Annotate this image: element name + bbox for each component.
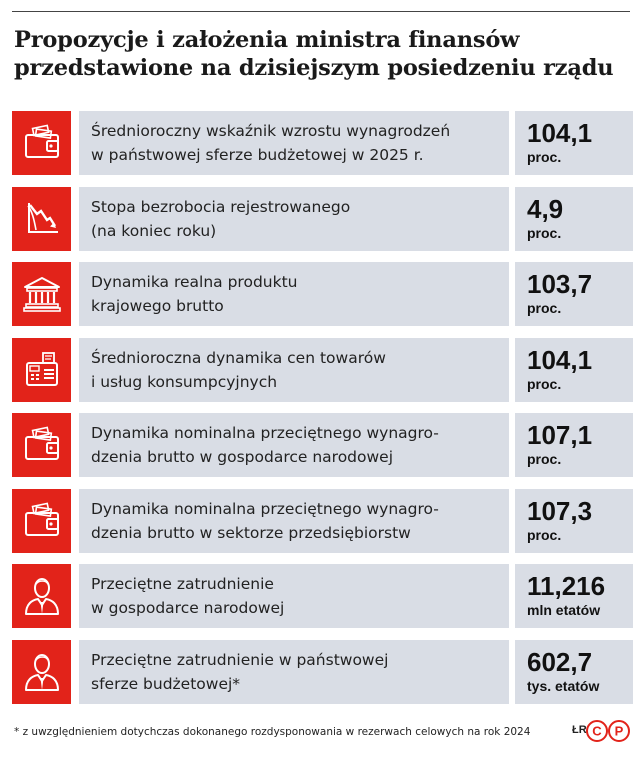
row-description: Dynamika realna produktu krajowego brutto (91, 270, 501, 318)
row-icon-box (12, 262, 71, 326)
row-value: 104,1 (527, 344, 593, 375)
row-value: 104,1 (527, 118, 593, 148)
row-description: Średnioroczny wskaźnik wzrostu wynagrodz… (91, 119, 501, 167)
row-value: 107,3 (527, 495, 593, 526)
row-value-box: 103,7 proc. (515, 262, 633, 326)
row-description: Przeciętne zatrudnienie w gospodarce naro… (91, 572, 501, 620)
row-description-line-2: krajowego brutto (91, 297, 224, 315)
row-description-line-2: (na koniec roku) (91, 221, 217, 240)
row-description-box: Dynamika nominalna przeciętnego wynagro-… (79, 488, 509, 553)
table-row: Średnioroczna dynamika cen towarów i usłu… (12, 337, 633, 402)
wallet-icon (24, 501, 59, 536)
row-value-box: 11,216 mln etatów (515, 564, 633, 628)
logo-letter-2: P (615, 724, 624, 739)
table-row: Przeciętne zatrudnienie w państwowej sfer… (12, 639, 633, 704)
wallet-icon (24, 124, 59, 158)
row-description-line-2: sferze budżetowej* (91, 674, 241, 693)
row-description-box: Średnioroczna dynamika cen towarów i usłu… (79, 337, 509, 402)
row-description-line-2: i usług konsumpcyjnych (91, 372, 278, 391)
worker-icon (24, 578, 59, 615)
row-description-line-1: Przeciętne zatrudnienie (91, 575, 274, 593)
row-description: Przeciętne zatrudnienie w państwowej sfer… (91, 648, 501, 696)
row-description: Dynamika nominalna przeciętnego wynagro-… (91, 421, 501, 469)
row-description-box: Dynamika realna produktu krajowego brutto (79, 262, 509, 326)
footnote: * z uwzględnieniem dotychczas dokonanego… (14, 726, 531, 738)
row-value-box: 602,7 tys. etatów (515, 639, 633, 704)
row-unit: proc. (527, 375, 562, 392)
falling-chart-icon (26, 202, 58, 233)
row-icon-box (12, 564, 71, 628)
row-description-box: Dynamika nominalna przeciętnego wynagro-… (79, 413, 509, 477)
row-unit: proc. (527, 149, 562, 165)
row-description-line-1: Dynamika nominalna przeciętnego wynagro- (91, 424, 439, 442)
row-description-line-2: w gospodarce narodowej (91, 599, 285, 617)
row-description: Średnioroczna dynamika cen towarów i usłu… (91, 346, 501, 394)
row-description-line-1: Przeciętne zatrudnienie w państwowej (91, 650, 389, 669)
chart-title: Propozycje i założenia ministra finansów… (14, 26, 634, 82)
chart-title-line-2: przedstawione na dzisiejszym posiedzeniu… (14, 55, 614, 81)
row-icon-box (12, 111, 71, 175)
row-description-line-1: Średnioroczna dynamika cen towarów (91, 348, 386, 367)
row-value: 4,9 (527, 193, 564, 224)
row-description-line-2: dzenia brutto w gospodarce narodowej (91, 448, 394, 466)
row-value: 107,1 (527, 420, 593, 450)
row-value-box: 104,1 proc. (515, 337, 633, 402)
row-unit: tys. etatów (527, 677, 600, 694)
table-row: Dynamika realna produktu krajowego brutto… (12, 262, 633, 326)
row-icon-box (12, 413, 71, 477)
row-description-line-1: Stopa bezrobocia rejestrowanego (91, 197, 351, 216)
bank-icon (22, 277, 61, 312)
row-value: 602,7 (527, 646, 593, 677)
row-value-box: 4,9 proc. (515, 186, 633, 251)
cash-register-icon (25, 351, 58, 386)
publisher-logo-icon: C P (586, 720, 630, 742)
worker-icon (24, 653, 59, 691)
row-description-box: Stopa bezrobocia rejestrowanego (na konie… (79, 186, 509, 251)
author-credit: ŁR (572, 724, 587, 736)
row-description-box: Średnioroczny wskaźnik wzrostu wynagrodz… (79, 111, 509, 175)
row-value-box: 104,1 proc. (515, 111, 633, 175)
wallet-icon (24, 426, 59, 460)
table-row: Przeciętne zatrudnienie w gospodarce naro… (12, 564, 633, 628)
row-description-line-2: w państwowej sferze budżetowej w 2025 r. (91, 146, 424, 164)
top-rule (12, 11, 630, 12)
row-unit: mln etatów (527, 602, 601, 618)
row-unit: proc. (527, 224, 562, 241)
row-icon-box (12, 488, 71, 553)
row-unit: proc. (527, 451, 562, 467)
row-description: Stopa bezrobocia rejestrowanego (na konie… (91, 195, 501, 243)
table-row: Dynamika nominalna przeciętnego wynagro-… (12, 488, 633, 553)
chart-title-line-1: Propozycje i założenia ministra finansów (14, 27, 520, 53)
row-description-box: Przeciętne zatrudnienie w gospodarce naro… (79, 564, 509, 628)
row-description-line-1: Średnioroczny wskaźnik wzrostu wynagrodz… (91, 122, 451, 140)
logo-letter-1: C (592, 724, 602, 739)
row-description-line-2: dzenia brutto w sektorze przedsiębiorstw (91, 523, 411, 542)
row-value-box: 107,3 proc. (515, 488, 633, 553)
row-description-line-1: Dynamika nominalna przeciętnego wynagro- (91, 499, 439, 518)
row-description-box: Przeciętne zatrudnienie w państwowej sfer… (79, 639, 509, 704)
row-icon-box (12, 337, 71, 402)
row-value: 103,7 (527, 269, 593, 299)
row-value: 11,216 (527, 571, 606, 601)
table-row: Średnioroczny wskaźnik wzrostu wynagrodz… (12, 111, 633, 175)
row-description: Dynamika nominalna przeciętnego wynagro-… (91, 497, 501, 545)
row-unit: proc. (527, 526, 562, 543)
row-value-box: 107,1 proc. (515, 413, 633, 477)
row-description-line-1: Dynamika realna produktu (91, 273, 298, 291)
table-row: Dynamika nominalna przeciętnego wynagro-… (12, 413, 633, 477)
row-icon-box (12, 639, 71, 704)
row-unit: proc. (527, 300, 562, 316)
row-icon-box (12, 186, 71, 251)
table-row: Stopa bezrobocia rejestrowanego (na konie… (12, 186, 633, 251)
